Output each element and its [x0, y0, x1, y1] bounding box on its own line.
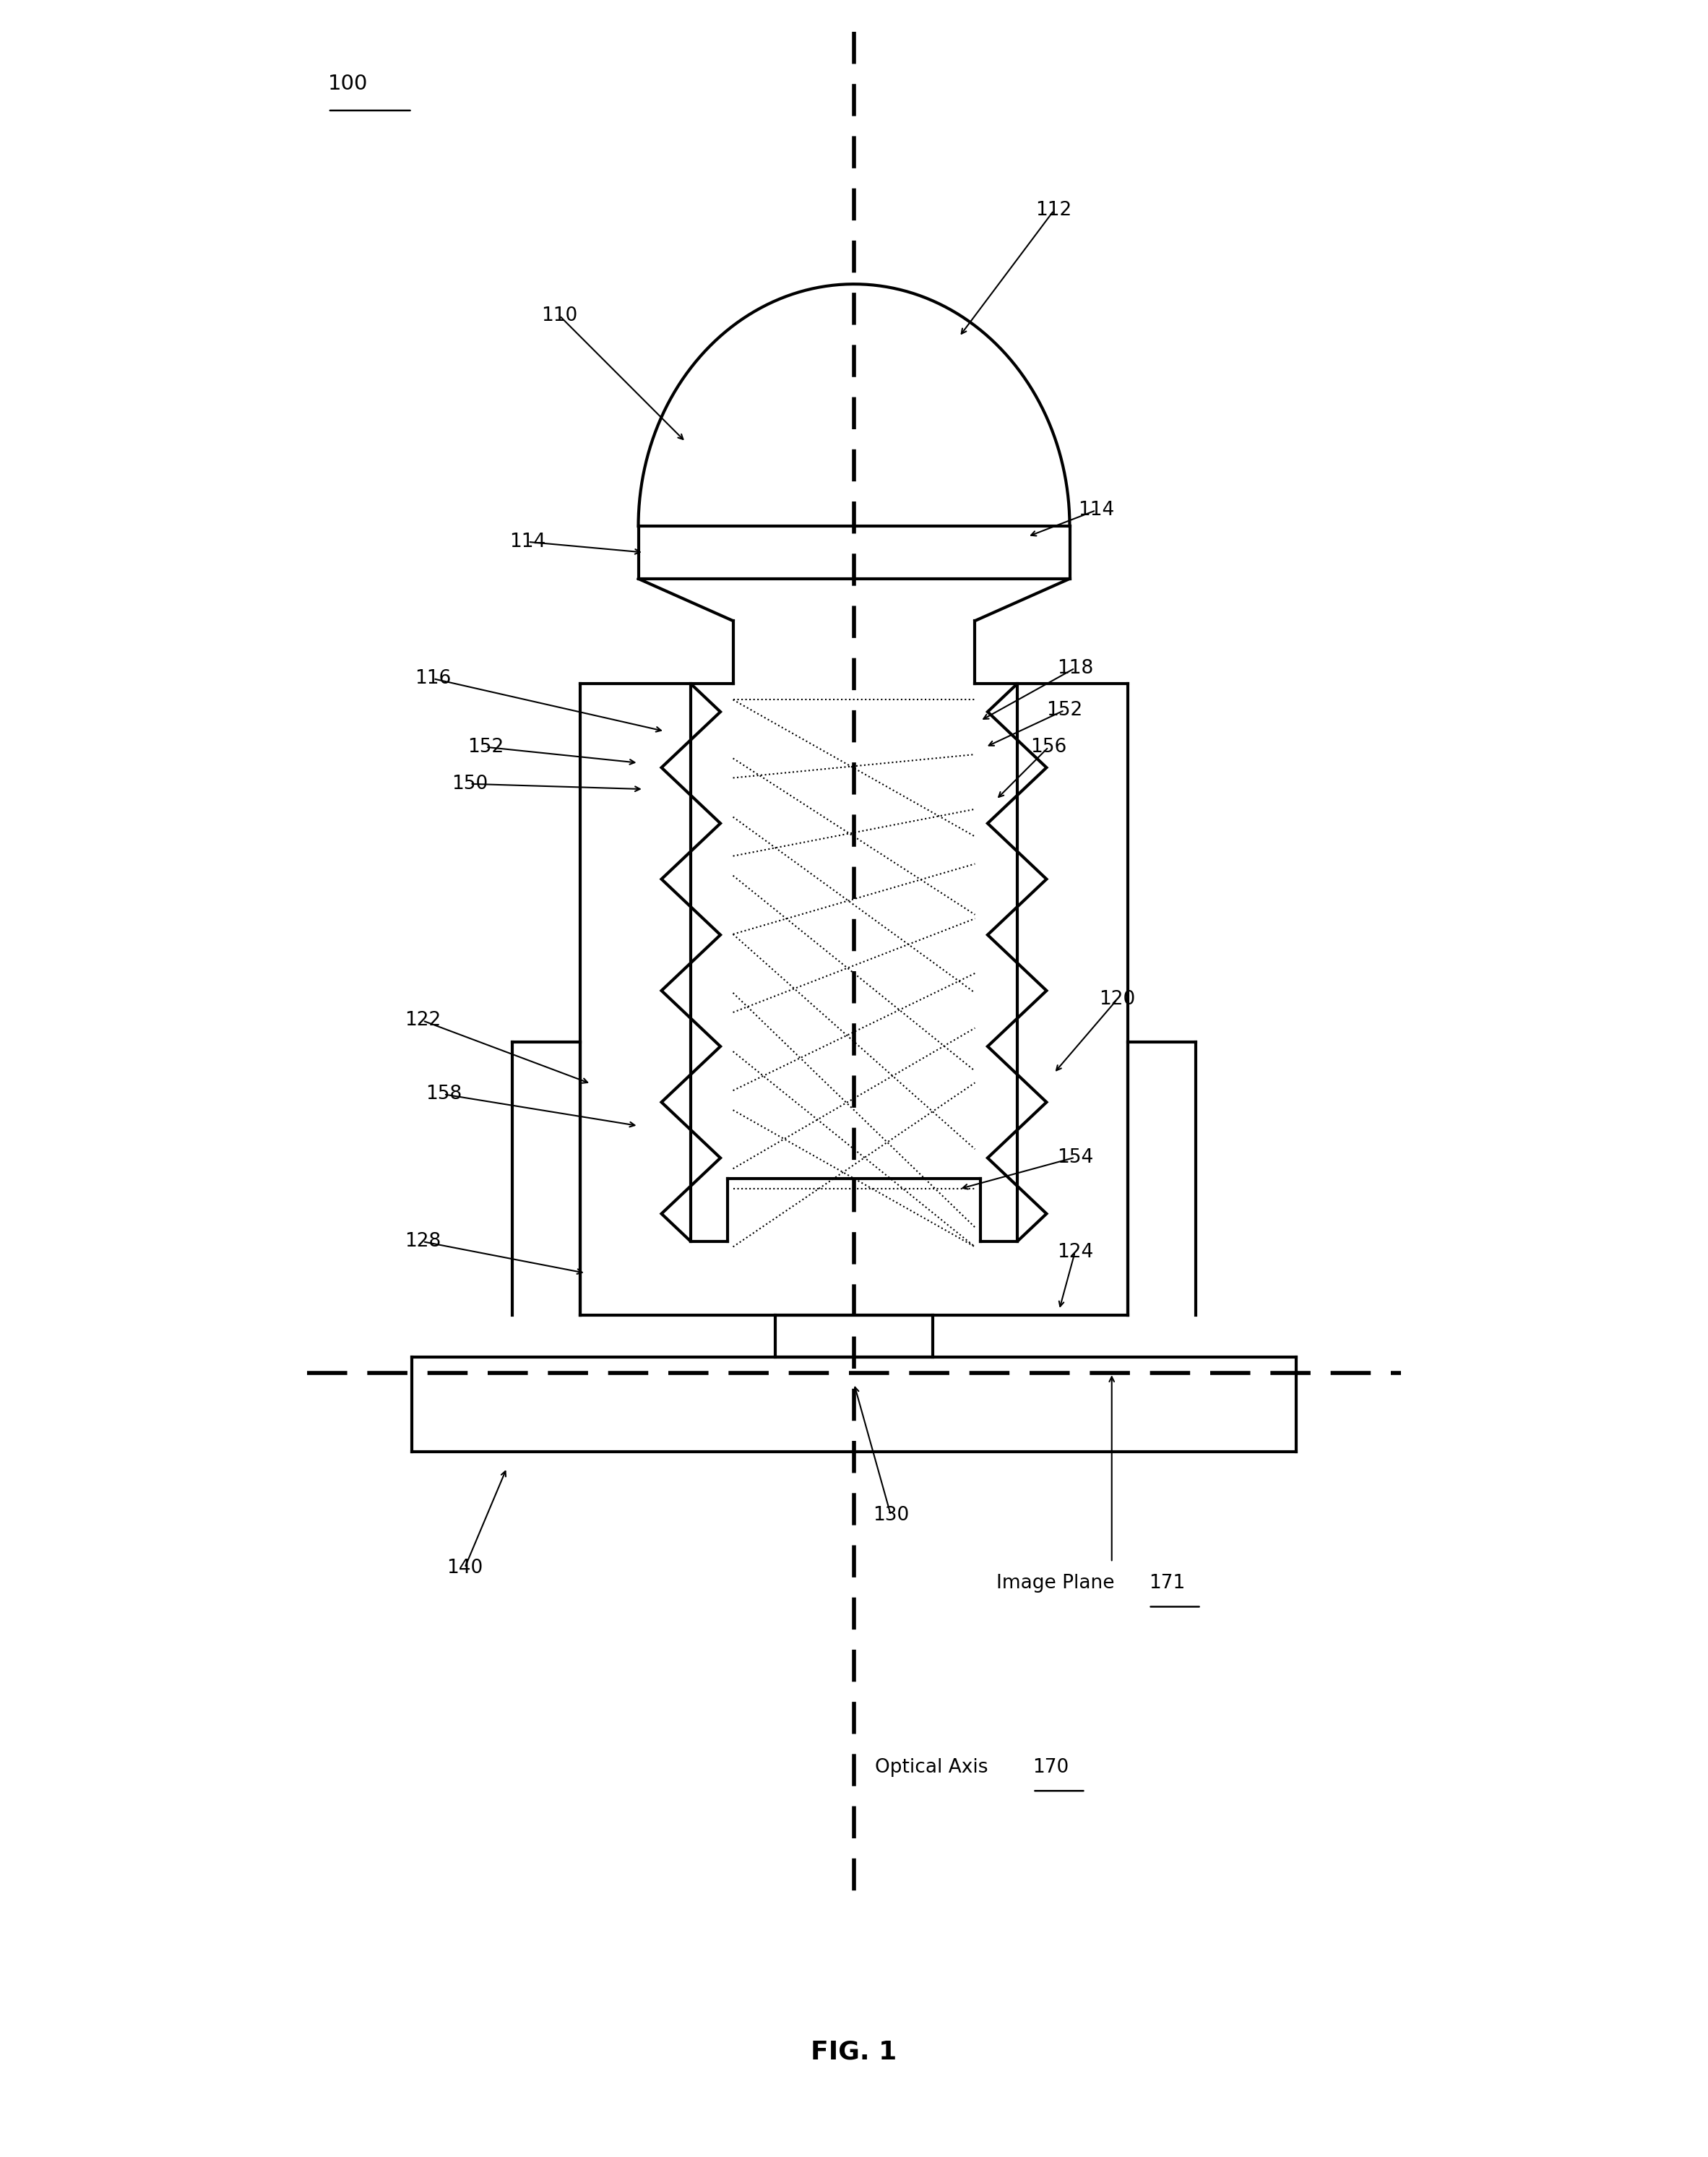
Text: 170: 170: [1033, 1758, 1069, 1777]
Text: 124: 124: [1057, 1242, 1093, 1262]
Text: 122: 122: [405, 1012, 441, 1031]
Text: 154: 154: [1057, 1148, 1093, 1167]
Text: Image Plane: Image Plane: [996, 1575, 1120, 1594]
Text: 112: 112: [1035, 201, 1073, 220]
Text: 140: 140: [446, 1557, 483, 1577]
Text: 152: 152: [1047, 701, 1083, 720]
Text: Optical Axis: Optical Axis: [874, 1758, 994, 1777]
Text: FIG. 1: FIG. 1: [811, 2041, 897, 2064]
Text: 150: 150: [453, 774, 488, 794]
Text: 118: 118: [1057, 658, 1093, 677]
Text: 158: 158: [425, 1085, 461, 1104]
Text: 114: 114: [509, 533, 547, 552]
Text: 171: 171: [1148, 1575, 1185, 1594]
Text: 128: 128: [405, 1232, 441, 1251]
Text: 116: 116: [415, 669, 451, 688]
Text: 156: 156: [1030, 738, 1068, 757]
Text: 100: 100: [328, 73, 367, 95]
Text: 110: 110: [541, 306, 577, 326]
Text: 114: 114: [1078, 500, 1114, 520]
Text: 152: 152: [468, 738, 504, 757]
Text: 120: 120: [1098, 990, 1136, 1009]
Text: 130: 130: [873, 1506, 909, 1525]
